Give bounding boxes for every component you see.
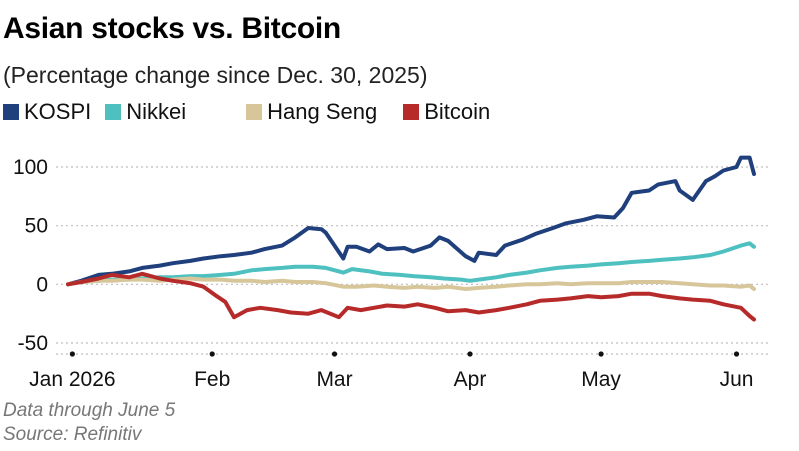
x-axis: Jan 2026 Feb Mar Apr May Jun <box>29 351 768 390</box>
legend-item-hang-seng: Hang Seng <box>246 99 377 125</box>
y-tick-label: 0 <box>36 273 48 296</box>
x-tick-label: Jun <box>720 368 754 390</box>
legend-label-nikkei: Nikkei <box>126 99 187 124</box>
x-tick-label: Jan 2026 <box>29 368 115 390</box>
legend-item-nikkei: Nikkei <box>105 99 186 125</box>
series-line-nikkei <box>66 241 756 287</box>
legend-swatch-kospi <box>3 104 19 120</box>
x-tick-mark <box>209 351 215 357</box>
y-tick-label: -50 <box>18 332 48 355</box>
y-tick-label: 100 <box>13 156 48 179</box>
x-tick-label: May <box>581 368 621 390</box>
series-line-bitcoin <box>66 271 756 322</box>
legend-swatch-bitcoin <box>403 104 420 120</box>
legend-label-bitcoin: Bitcoin <box>424 99 491 124</box>
legend-item-kospi: KOSPI <box>3 99 91 125</box>
x-tick-mark <box>69 351 75 357</box>
x-tick-mark <box>598 351 604 357</box>
chart-subtitle: (Percentage change since Dec. 30, 2025) <box>3 62 428 88</box>
footer-note: Data through June 5 <box>3 400 176 421</box>
series-line-kospi <box>66 155 756 287</box>
chart-title: Asian stocks vs. Bitcoin <box>3 12 341 45</box>
legend-label-hang-seng: Hang Seng <box>267 99 378 124</box>
legend: KOSPI Nikkei Hang Seng Bitcoin <box>3 99 490 125</box>
x-tick-label: Feb <box>194 368 230 390</box>
y-tick-label: 50 <box>25 215 48 238</box>
legend-swatch-hang-seng <box>246 104 263 120</box>
series-line-hang-seng <box>66 276 756 291</box>
legend-label-kospi: KOSPI <box>24 99 92 124</box>
series-layer <box>66 155 756 322</box>
line-chart: 100 50 0 -50 Jan 2026 Feb Mar Apr May Jun <box>13 155 768 390</box>
footer-source: Source: Refinitiv <box>3 424 142 445</box>
legend-item-bitcoin: Bitcoin <box>403 99 490 125</box>
x-tick-label: Mar <box>316 368 352 390</box>
x-tick-mark <box>331 351 338 357</box>
x-tick-mark <box>467 351 473 357</box>
legend-swatch-nikkei <box>105 104 122 120</box>
x-tick-label: Apr <box>454 368 487 390</box>
grid-layer: 100 50 0 -50 <box>13 156 768 355</box>
x-tick-mark <box>733 351 740 357</box>
